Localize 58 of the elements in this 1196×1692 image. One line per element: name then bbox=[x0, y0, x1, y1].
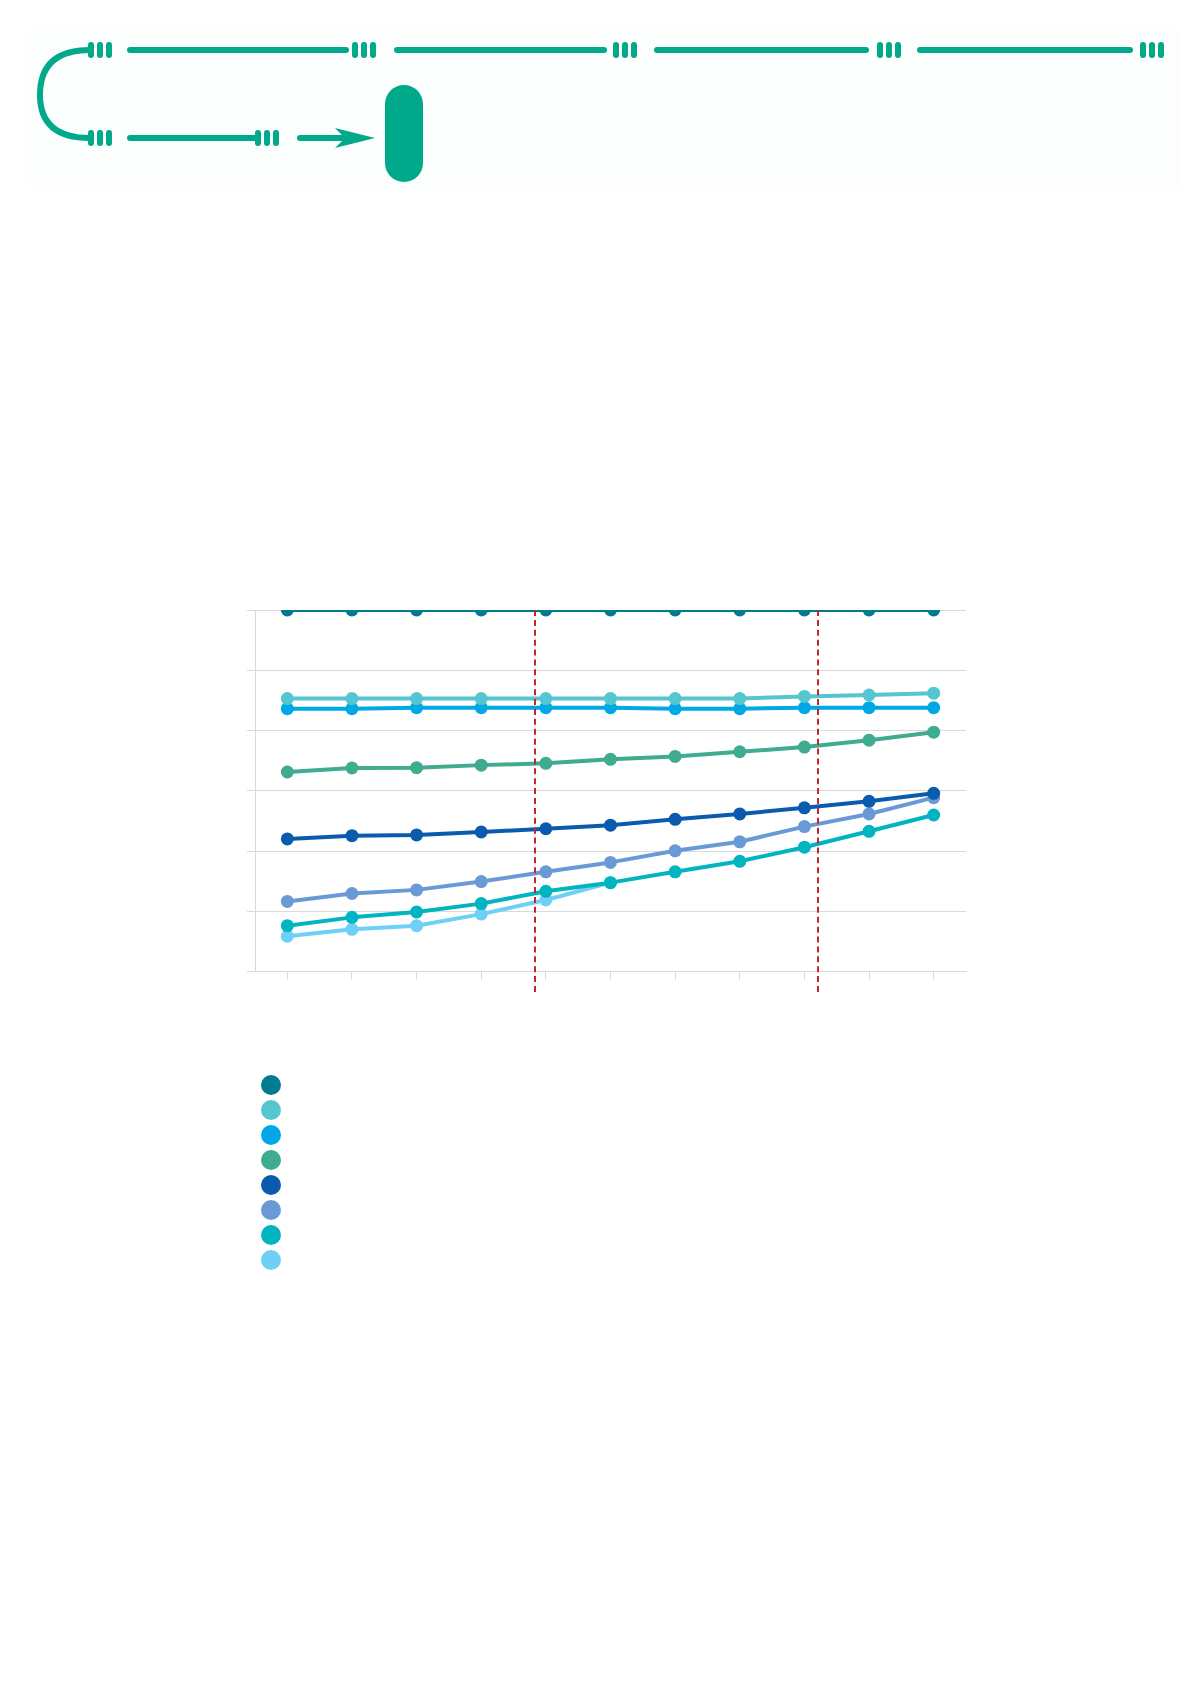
point bbox=[733, 692, 747, 706]
point bbox=[927, 725, 941, 739]
point bbox=[604, 855, 617, 869]
point bbox=[410, 883, 424, 897]
point bbox=[345, 761, 359, 775]
point bbox=[345, 910, 359, 924]
point bbox=[668, 865, 682, 879]
point bbox=[345, 922, 359, 936]
point bbox=[280, 832, 294, 846]
point bbox=[927, 786, 941, 800]
point bbox=[345, 692, 359, 706]
point bbox=[797, 689, 811, 703]
point bbox=[797, 840, 811, 854]
point bbox=[604, 692, 617, 706]
point bbox=[410, 692, 424, 706]
point bbox=[668, 692, 682, 706]
point bbox=[797, 701, 811, 715]
point bbox=[280, 692, 294, 706]
point bbox=[733, 854, 747, 868]
point bbox=[862, 794, 876, 808]
point bbox=[862, 688, 876, 702]
point bbox=[927, 701, 941, 715]
point bbox=[862, 701, 876, 715]
point bbox=[474, 875, 488, 889]
point bbox=[280, 894, 294, 908]
point bbox=[345, 829, 359, 843]
point bbox=[604, 752, 617, 766]
point bbox=[539, 692, 553, 706]
point bbox=[539, 756, 553, 770]
point bbox=[733, 807, 747, 821]
point bbox=[474, 897, 488, 911]
point bbox=[280, 919, 294, 933]
point bbox=[862, 733, 876, 747]
point bbox=[797, 801, 811, 815]
point bbox=[539, 822, 553, 836]
point bbox=[797, 820, 811, 834]
point bbox=[797, 740, 811, 754]
point bbox=[733, 835, 747, 849]
point bbox=[927, 808, 941, 822]
point bbox=[862, 824, 876, 838]
point bbox=[474, 692, 488, 706]
point bbox=[474, 758, 488, 772]
point bbox=[668, 844, 682, 858]
point bbox=[345, 886, 359, 900]
point bbox=[280, 765, 294, 779]
point bbox=[604, 818, 617, 832]
point bbox=[410, 919, 424, 933]
point bbox=[410, 761, 424, 775]
point bbox=[862, 807, 876, 821]
point bbox=[539, 884, 553, 898]
point bbox=[410, 905, 424, 919]
point bbox=[733, 745, 747, 759]
point bbox=[410, 828, 424, 842]
point bbox=[927, 686, 941, 700]
point bbox=[668, 749, 682, 763]
point bbox=[474, 825, 488, 839]
point bbox=[668, 812, 682, 826]
point bbox=[539, 865, 553, 879]
